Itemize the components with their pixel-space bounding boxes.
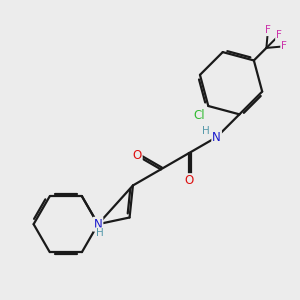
Text: O: O bbox=[184, 174, 194, 187]
Text: Cl: Cl bbox=[193, 109, 205, 122]
Text: O: O bbox=[133, 149, 142, 162]
Text: F: F bbox=[281, 41, 287, 51]
Text: N: N bbox=[212, 130, 221, 144]
Text: N: N bbox=[94, 218, 102, 231]
Text: H: H bbox=[202, 126, 210, 136]
Text: F: F bbox=[265, 25, 271, 35]
Text: F: F bbox=[276, 30, 282, 40]
Text: H: H bbox=[96, 228, 104, 238]
